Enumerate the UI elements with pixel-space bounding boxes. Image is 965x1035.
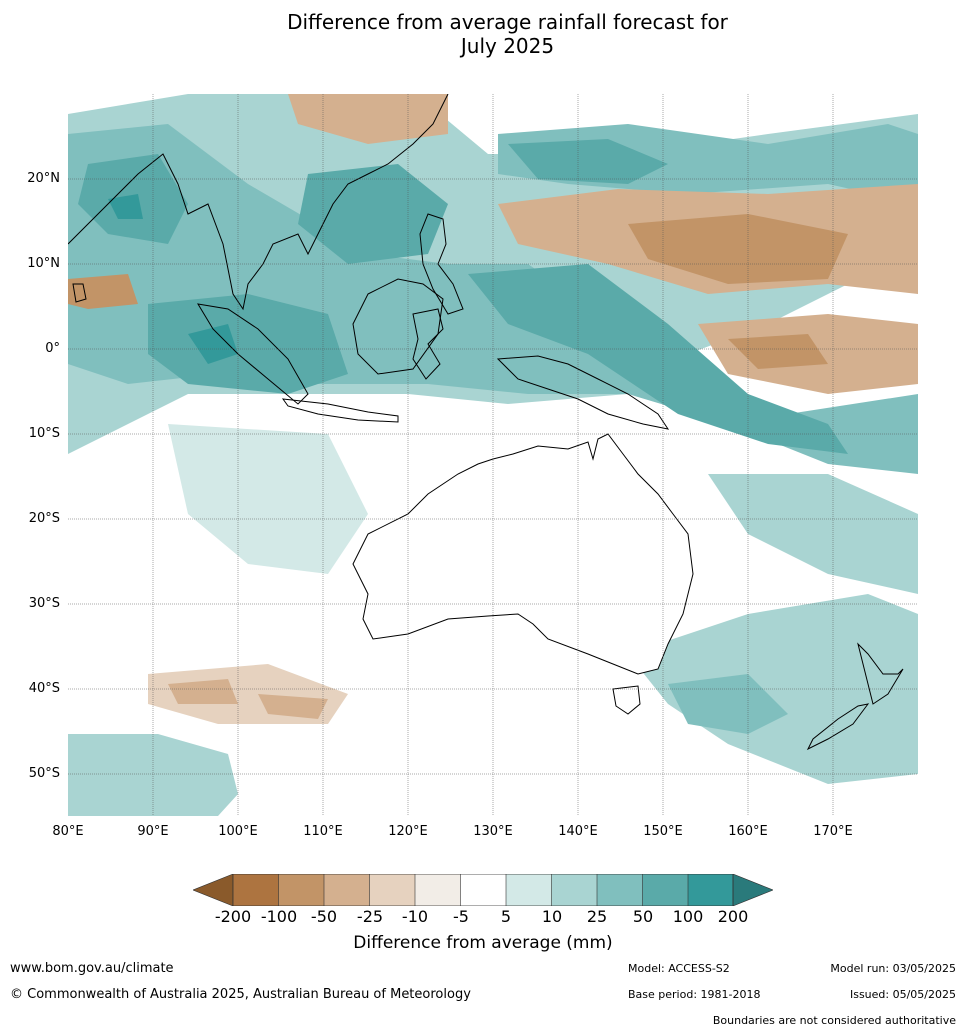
colorbar-low-arrow — [193, 874, 234, 906]
footer-model: Model: ACCESS-S2 — [628, 962, 730, 975]
colorbar-tick: 25 — [586, 907, 608, 926]
lat-label-0: 0° — [45, 341, 60, 356]
java-outline — [281, 398, 399, 423]
borneo-outline — [352, 278, 444, 375]
map-title: Difference from average rainfall forecas… — [0, 10, 965, 58]
colorbar-high-arrow — [732, 874, 773, 906]
dry-region-equatorial-pacific-core — [728, 334, 828, 369]
lat-label-10s: 10°S — [28, 426, 60, 441]
colorbar-swatch — [278, 874, 324, 906]
philippines-outline — [419, 213, 464, 315]
colorbar — [193, 874, 773, 906]
lon-label-80e: 80°E — [52, 824, 84, 839]
footer-model-run: Model run: 03/05/2025 — [830, 962, 956, 975]
lat-label-10n: 10°N — [27, 256, 60, 271]
lon-label-140e: 140°E — [558, 824, 598, 839]
rainfall-anomaly-map — [68, 94, 918, 816]
colorbar-swatch — [233, 874, 279, 906]
footer-issued: Issued: 05/05/2025 — [849, 988, 956, 1001]
colorbar-swatch — [324, 874, 370, 906]
lat-label-20s: 20°S — [28, 511, 60, 526]
colorbar-swatch — [597, 874, 643, 906]
colorbar-tick: -50 — [310, 907, 338, 926]
asia-mainland-outline — [68, 94, 449, 311]
lat-label-40s: 40°S — [28, 681, 60, 696]
wet-region-core-west — [148, 294, 348, 394]
lon-label-160e: 160°E — [728, 824, 768, 839]
anomaly-field — [68, 94, 918, 816]
colorbar-title: Difference from average (mm) — [353, 933, 613, 953]
new-zealand-outline — [806, 642, 904, 751]
lon-label-150e: 150°E — [643, 824, 683, 839]
colorbar-swatch — [642, 874, 688, 906]
colorbar-tick: -10 — [401, 907, 429, 926]
colorbar-tick: 100 — [672, 907, 704, 926]
lon-label-170e: 170°E — [813, 824, 853, 839]
dry-region-west-sumatra — [68, 274, 138, 309]
map-title-line2: July 2025 — [460, 34, 555, 58]
colorbar-swatch — [369, 874, 415, 906]
tasmania-outline — [612, 685, 641, 715]
colorbar-tick: 200 — [717, 907, 749, 926]
wet-region-deep — [108, 194, 238, 364]
australia-outline — [352, 433, 694, 675]
map-svg — [68, 94, 918, 816]
sumatra-outline — [197, 303, 309, 405]
colorbar-swatch — [551, 874, 597, 906]
colorbar-swatch — [506, 874, 552, 906]
wet-region-tasman — [628, 594, 918, 784]
wet-region-coral-sea — [708, 474, 918, 594]
lat-label-20n: 20°N — [27, 171, 60, 186]
colorbar-tick: 50 — [632, 907, 654, 926]
lon-label-100e: 100°E — [218, 824, 258, 839]
colorbar-swatch — [460, 874, 506, 906]
footer-disclaimer: Boundaries are not considered authoritat… — [712, 1014, 956, 1027]
wet-region-core-seasia — [298, 164, 448, 264]
lat-label-50s: 50°S — [28, 766, 60, 781]
sri-lanka-outline — [72, 283, 87, 303]
colorbar-tick: -100 — [260, 907, 298, 926]
footer-url[interactable]: www.bom.gov.au/climate — [10, 961, 174, 976]
dry-region-north-pacific-core — [628, 214, 848, 284]
footer-base-period: Base period: 1981-2018 — [628, 988, 761, 1001]
colorbar-swatch — [688, 874, 733, 906]
colorbar-tick: 10 — [541, 907, 563, 926]
colorbar-tick: 5 — [500, 907, 512, 926]
map-gridlines — [68, 94, 918, 816]
lon-label-120e: 120°E — [388, 824, 428, 839]
lon-label-90e: 90°E — [137, 824, 169, 839]
colorbar-tick: -5 — [453, 907, 469, 926]
lat-label-30s: 30°S — [28, 596, 60, 611]
new-guinea-outline — [496, 355, 670, 430]
colorbar-tick: -25 — [356, 907, 384, 926]
wet-region-core-png — [468, 264, 848, 454]
colorbar-border — [232, 874, 734, 906]
lon-label-130e: 130°E — [473, 824, 513, 839]
colorbar-tick: -200 — [214, 907, 252, 926]
colorbar-swatch — [415, 874, 461, 906]
lon-label-110e: 110°E — [303, 824, 343, 839]
map-title-line1: Difference from average rainfall forecas… — [287, 10, 728, 34]
wet-region-indian-south — [168, 424, 368, 574]
sulawesi-outline — [412, 308, 444, 380]
wet-region-north-pacific-core — [508, 139, 668, 184]
footer-copyright: © Commonwealth of Australia 2025, Austra… — [10, 987, 471, 1002]
